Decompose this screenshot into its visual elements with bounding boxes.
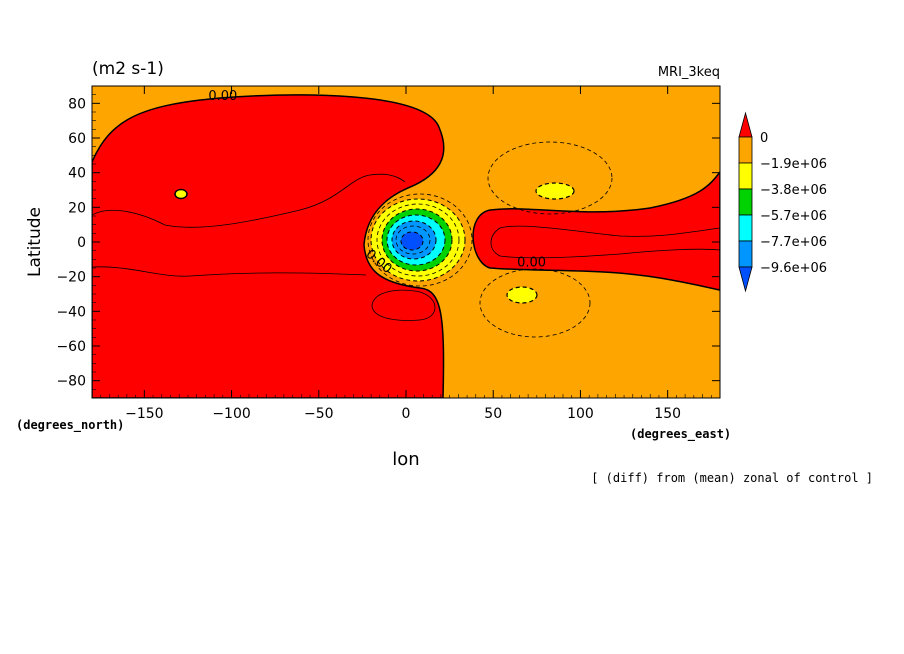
colorbar-label: −3.8e+06: [760, 183, 827, 198]
colorbar-label: −9.6e+06: [760, 261, 827, 276]
dashed-contour: [367, 193, 473, 287]
y-tick-label: 20: [68, 200, 86, 216]
dashed-contour: [479, 268, 591, 338]
yellow-spot: [174, 188, 188, 200]
x-tick-label: −150: [125, 406, 163, 422]
colorbar-label: −1.9e+06: [760, 157, 827, 172]
x-tick-label: 150: [654, 406, 681, 422]
y-tick-label: 40: [68, 166, 86, 182]
dashed-contour: [395, 225, 431, 255]
footer-note: [ (diff) from (mean) zonal of control ]: [591, 471, 873, 485]
colorbar-segment: [738, 188, 753, 216]
contour-label: 0.00: [208, 89, 237, 104]
y-tick-label: −20: [56, 270, 86, 286]
anomaly-blue: [400, 231, 424, 251]
x-tick-label: −50: [304, 406, 334, 422]
thin-contour: [490, 225, 720, 259]
colorbar: 0 −1.9e+06 −3.8e+06 −5.7e+06 −7.7e+06 −9.6e+0…: [738, 111, 827, 293]
y-tick-label: 0: [77, 235, 86, 251]
colorbar-label: −7.7e+06: [760, 235, 827, 250]
colorbar-segment: [738, 136, 753, 164]
y-tick-label: −80: [56, 374, 86, 390]
y-tick-label: −60: [56, 339, 86, 355]
colorbar-label: 0: [760, 131, 768, 146]
x-unit-label: (degrees_east): [630, 427, 731, 442]
model-label: MRI_3keq: [658, 65, 720, 80]
red-region-west: [92, 94, 445, 398]
colorbar-segment: [738, 214, 753, 242]
x-tick-label: 100: [567, 406, 594, 422]
colorbar-bottom-arrow: [738, 266, 753, 293]
contour-label: 0.00: [517, 255, 546, 270]
colorbar-label: −5.7e+06: [760, 209, 827, 224]
units-label: (m2 s-1): [92, 59, 164, 79]
x-axis-label: lon: [392, 449, 419, 470]
x-axis: −150 −100 −50 0 50 100 150: [100, 86, 712, 422]
y-tick-label: 60: [68, 131, 86, 147]
thin-contour: [92, 173, 406, 228]
yellow-spot: [535, 182, 575, 200]
x-tick-label: 50: [484, 406, 502, 422]
thin-contour: [371, 289, 436, 321]
colorbar-segment: [738, 240, 753, 268]
x-tick-label: −100: [212, 406, 250, 422]
y-axis: −80 −60 −40 −20 0 20 40 60 80: [56, 94, 720, 390]
yellow-spot: [506, 286, 538, 304]
y-tick-label: 80: [68, 96, 86, 112]
x-tick-label: 0: [402, 406, 411, 422]
plot-area: 0.000.00 0.00: [92, 86, 720, 398]
colorbar-segment: [738, 162, 753, 190]
colorbar-top-arrow: [738, 111, 753, 138]
thin-contour: [92, 266, 367, 277]
red-region-east: [472, 170, 720, 291]
y-tick-label: −40: [56, 304, 86, 320]
dashed-contour: [487, 141, 613, 215]
dashed-contour: [376, 203, 460, 277]
y-unit-label: (degrees_north): [16, 418, 124, 433]
y-axis-label: Latitude: [25, 207, 45, 277]
